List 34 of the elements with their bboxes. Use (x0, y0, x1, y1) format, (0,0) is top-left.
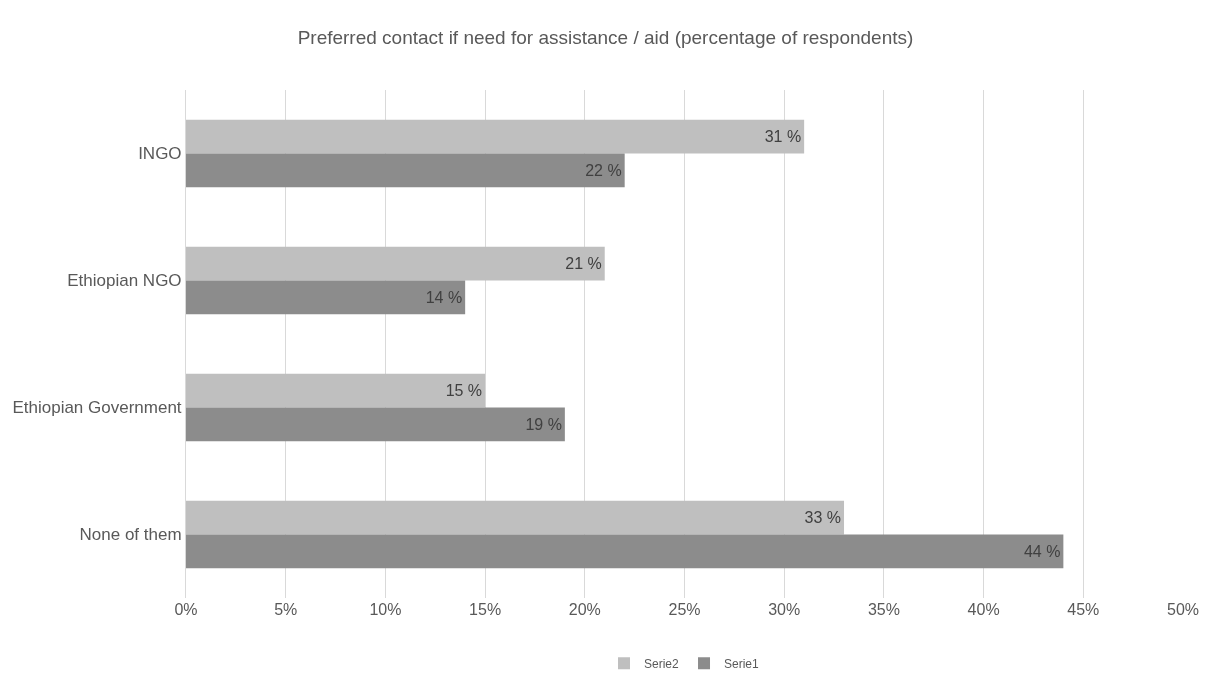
bar (186, 500, 845, 535)
x-tick-label: 25% (668, 601, 701, 618)
x-tick-label: 35% (867, 601, 900, 618)
x-tick-label: 0% (174, 601, 198, 618)
x-tick-label: 50% (1166, 601, 1200, 618)
y-tick-label: Ethiopian Government (12, 398, 182, 418)
data-label: 31 % (764, 128, 802, 146)
bar (186, 373, 486, 408)
data-label: 44 % (1023, 542, 1061, 560)
data-label: 19 % (525, 415, 562, 433)
bar (186, 153, 625, 188)
data-label: 22 % (585, 161, 622, 179)
y-tick-label: None of them (79, 525, 182, 545)
x-tick-label: 5% (274, 601, 298, 618)
bar (186, 534, 1064, 569)
y-tick-label: Ethiopian NGO (67, 271, 182, 291)
legend-label: Serie1 (724, 656, 760, 671)
x-tick-label: 15% (469, 601, 502, 618)
x-tick-label: 30% (768, 601, 801, 618)
data-label: 21 % (565, 255, 602, 273)
data-label: 15 % (445, 382, 483, 400)
x-tick-label: 40% (967, 601, 1000, 618)
bar (186, 407, 565, 442)
chart-title: Preferred contact if need for assistance / aid (percentage of respondents) (297, 27, 914, 49)
bar (186, 119, 805, 154)
x-tick-label: 45% (1067, 601, 1100, 618)
data-label: 33 % (804, 509, 842, 527)
x-tick-label: 20% (568, 601, 601, 618)
data-label: 14 % (425, 288, 463, 306)
x-tick-label: 10% (369, 601, 402, 618)
legend-label: Serie2 (644, 656, 680, 671)
bar (186, 246, 605, 281)
y-tick-label: INGO (138, 144, 182, 164)
bar (186, 280, 466, 315)
